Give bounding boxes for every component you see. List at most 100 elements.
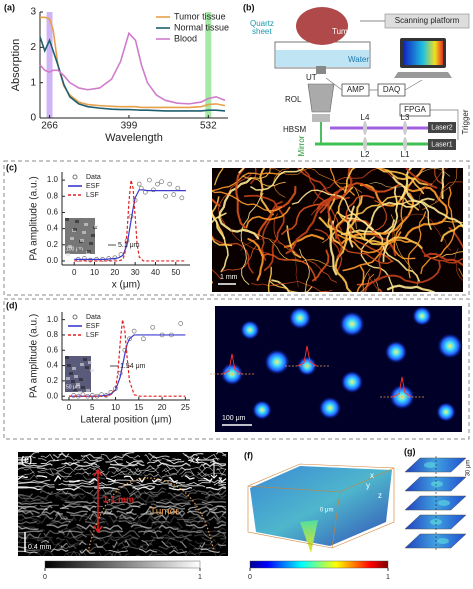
vessel: [312, 249, 330, 282]
water: [276, 50, 369, 67]
vessel: [261, 201, 283, 261]
x-tick-label: 0: [72, 268, 77, 277]
x-tick-label: 532: [200, 121, 217, 132]
vessel: [250, 280, 333, 292]
diagram-label: L3: [401, 113, 410, 122]
vessel: [241, 228, 336, 267]
inset-texture: [80, 363, 84, 366]
vessel: [240, 192, 264, 285]
echo: [18, 537, 227, 546]
vessel: [356, 265, 365, 292]
colorbar-label: 1: [198, 574, 202, 581]
legend-label: LSF: [86, 332, 99, 339]
panel-label: (b): [243, 2, 255, 12]
inset-texture: [71, 380, 75, 383]
inset-texture: [81, 386, 85, 389]
x-tick-label: 0: [67, 403, 72, 412]
panel-label: (d): [6, 300, 18, 310]
x-axis-label: x (μm): [112, 280, 141, 291]
vessel: [247, 237, 264, 281]
vessel: [420, 187, 456, 275]
echo: [18, 520, 227, 525]
slice: [404, 533, 467, 549]
x-axis-label: Wavelength: [105, 132, 163, 144]
vessel: [245, 206, 291, 229]
lens: [403, 121, 407, 135]
panel-label: (g): [404, 446, 416, 456]
bead: [240, 320, 260, 340]
echo: [18, 474, 227, 484]
vessel: [286, 225, 302, 259]
diagram-label: HBSM: [283, 125, 306, 134]
panel-label: (f): [244, 450, 253, 460]
vessel: [448, 226, 463, 249]
x-tick-label: 50: [171, 268, 180, 277]
vessel: [238, 168, 245, 174]
echo: [18, 506, 227, 515]
ultrasound-image: [18, 452, 228, 556]
slice-stack: [404, 456, 467, 552]
vessel: [372, 200, 387, 232]
panel-label: (a): [4, 2, 15, 12]
scale-label: 1 mm: [220, 274, 238, 281]
echo: [18, 510, 227, 521]
inset-texture: [69, 372, 73, 375]
diagram-label: DAQ: [383, 85, 400, 94]
colorbar-label: 1: [386, 574, 390, 581]
legend-label: Blood: [174, 33, 197, 43]
axes-arrows: [195, 456, 218, 479]
echo: [18, 503, 226, 508]
inset-texture: [75, 220, 79, 223]
panel-frame: [3, 160, 470, 296]
echo: [18, 492, 227, 500]
vessel: [418, 168, 449, 209]
panel-label: (e): [21, 454, 32, 464]
inset-scale: 50 μm: [66, 384, 80, 390]
vessel: [356, 246, 382, 286]
vessel: [285, 197, 332, 255]
vessel: [330, 195, 420, 237]
legend-label: Normal tissue: [174, 22, 229, 32]
vessel: [271, 279, 290, 292]
vessel: [212, 209, 229, 273]
data-point: [127, 336, 132, 342]
vessel: [283, 233, 325, 248]
bead: [412, 306, 432, 326]
x-tick-label: 30: [131, 268, 140, 277]
x-tick-label: 20: [110, 268, 119, 277]
data-point: [171, 192, 177, 197]
echo: [18, 536, 227, 542]
vessel: [400, 168, 445, 200]
legend-label: LSF: [86, 192, 99, 199]
vessel: [423, 252, 463, 267]
echo: [18, 515, 227, 525]
colorbar-label: 0: [248, 574, 252, 581]
inset-texture: [90, 369, 94, 372]
diagram-label: ROL: [285, 95, 302, 104]
y-tick-label: 0.8: [47, 330, 59, 339]
series-line: [40, 16, 226, 109]
vessel: [291, 189, 375, 231]
bead: [252, 400, 272, 420]
y-axis-label: PA amplitude (a.u.): [29, 176, 40, 260]
vessel: [405, 168, 438, 189]
echo: [18, 525, 227, 533]
vessel: [327, 186, 343, 258]
vessel: [375, 168, 433, 186]
scale-label: 1 mm: [253, 456, 266, 472]
vessel: [407, 211, 427, 279]
vessel: [369, 168, 451, 188]
vessel: [245, 177, 286, 187]
panel-frame: [3, 298, 470, 440]
echo: [18, 486, 227, 491]
echo: [18, 459, 227, 465]
lens: [403, 137, 407, 151]
depth-label: 0 μm: [320, 508, 333, 514]
vessel: [314, 228, 343, 272]
vessel: [327, 193, 344, 249]
data-point: [89, 393, 95, 398]
profile-trace: [296, 345, 318, 367]
data-point: [131, 328, 137, 334]
axis-label: x: [190, 454, 195, 464]
x-tick-label: 25: [181, 403, 190, 412]
